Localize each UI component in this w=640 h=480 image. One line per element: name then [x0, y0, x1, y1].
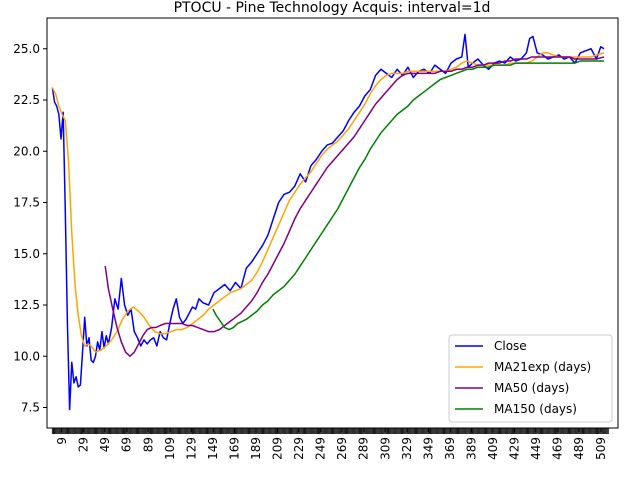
x-tick-label: 169 — [227, 437, 241, 460]
x-tick-label: 149 — [206, 437, 220, 460]
series-line-3 — [212, 60, 604, 331]
series-layer — [51, 33, 605, 411]
minor-ticks — [51, 428, 609, 434]
chart-title: PTOCU - Pine Technology Acquis: interval… — [174, 0, 491, 16]
legend-label: Close — [494, 339, 527, 353]
x-tick-label: 369 — [443, 437, 457, 460]
x-tick-label: 249 — [314, 437, 328, 460]
x-axis: 9 29 49 69 89 109 129 149 169 189 209 229 249 269 289 3… — [55, 428, 608, 460]
series-line-2 — [104, 56, 605, 357]
y-tick-label: 15.0 — [13, 247, 40, 261]
y-tick-label: 7.5 — [21, 401, 40, 415]
x-tick-label: 129 — [184, 437, 198, 460]
x-tick-label: 389 — [464, 437, 478, 460]
legend: Close MA21exp (days) MA50 (days) MA150 (day… — [448, 334, 613, 423]
x-tick-label: 89 — [141, 437, 155, 452]
x-tick-label: 489 — [572, 437, 586, 460]
x-tick-label: 49 — [98, 437, 112, 452]
y-tick-label: 22.5 — [13, 93, 40, 107]
x-tick-label: 109 — [163, 437, 177, 460]
legend-label: MA21exp (days) — [494, 360, 591, 374]
y-tick-label: 10.0 — [13, 349, 40, 363]
x-tick-label: 229 — [292, 437, 306, 460]
x-tick-label: 9 — [55, 437, 69, 445]
legend-label: MA50 (days) — [494, 381, 569, 395]
x-tick-label: 29 — [77, 437, 91, 452]
legend-label: MA150 (days) — [494, 402, 577, 416]
x-tick-label: 429 — [508, 437, 522, 460]
x-tick-label: 269 — [335, 437, 349, 460]
x-tick-label: 349 — [421, 437, 435, 460]
y-tick-label: 17.5 — [13, 196, 40, 210]
x-tick-label: 509 — [594, 437, 608, 460]
x-tick-label: 289 — [357, 437, 371, 460]
legend-box — [448, 334, 613, 423]
x-tick-label: 309 — [378, 437, 392, 460]
y-axis: 7.5 10.0 12.5 15.0 17.5 20.0 22.5 25.0 — [13, 42, 47, 415]
x-tick-label: 469 — [551, 437, 565, 460]
x-tick-label: 329 — [400, 437, 414, 460]
x-tick-label: 209 — [271, 437, 285, 460]
x-tick-label: 189 — [249, 437, 263, 460]
y-tick-label: 20.0 — [13, 144, 40, 158]
x-tick-label: 69 — [120, 437, 134, 452]
y-tick-label: 12.5 — [13, 298, 40, 312]
x-tick-label: 449 — [529, 437, 543, 460]
y-tick-label: 25.0 — [13, 42, 40, 56]
x-tick-label: 409 — [486, 437, 500, 460]
